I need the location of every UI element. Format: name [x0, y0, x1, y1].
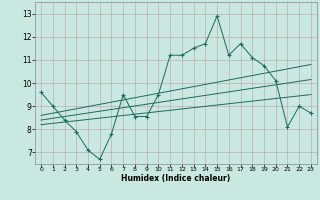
X-axis label: Humidex (Indice chaleur): Humidex (Indice chaleur): [121, 174, 231, 183]
